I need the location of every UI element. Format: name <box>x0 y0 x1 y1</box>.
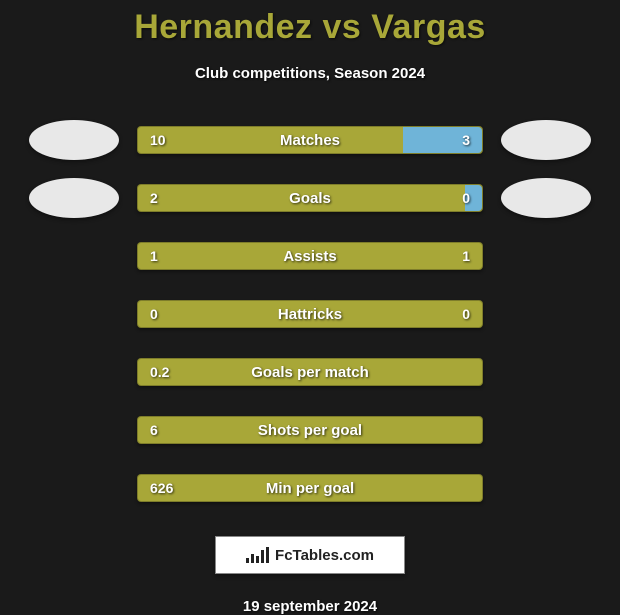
player-left-avatar <box>29 294 119 334</box>
stat-bar: 0.2Goals per match <box>137 358 483 386</box>
player-left-avatar <box>29 410 119 450</box>
stat-label: Shots per goal <box>138 417 482 443</box>
stat-label: Matches <box>138 127 482 153</box>
player-right-avatar <box>501 236 591 276</box>
chart-icon <box>246 547 269 563</box>
comparison-title: Hernandez vs Vargas <box>0 0 620 47</box>
stat-row: 10Matches3 <box>0 120 620 160</box>
stat-value-right: 1 <box>462 243 470 269</box>
stat-value-right: 3 <box>462 127 470 153</box>
player-right-avatar <box>501 178 591 218</box>
stat-label: Min per goal <box>138 475 482 501</box>
player-right-avatar <box>501 468 591 508</box>
stat-row: 0Hattricks0 <box>0 294 620 334</box>
stat-bar: 626Min per goal <box>137 474 483 502</box>
player-right-avatar <box>501 410 591 450</box>
stat-bar: 1Assists1 <box>137 242 483 270</box>
player-left-avatar <box>29 178 119 218</box>
player-right-avatar <box>501 352 591 392</box>
attribution-badge: FcTables.com <box>215 536 405 574</box>
stat-label: Goals <box>138 185 482 211</box>
player-left-avatar <box>29 120 119 160</box>
stat-row: 6Shots per goal <box>0 410 620 450</box>
stat-bar: 10Matches3 <box>137 126 483 154</box>
stat-row: 626Min per goal <box>0 468 620 508</box>
comparison-date: 19 september 2024 <box>0 598 620 615</box>
stat-row: 2Goals0 <box>0 178 620 218</box>
player-right-avatar <box>501 120 591 160</box>
stat-value-right: 0 <box>462 185 470 211</box>
stat-label: Hattricks <box>138 301 482 327</box>
stat-bar: 2Goals0 <box>137 184 483 212</box>
stat-row: 0.2Goals per match <box>0 352 620 392</box>
attribution-text: FcTables.com <box>275 547 374 564</box>
stat-label: Goals per match <box>138 359 482 385</box>
stat-bar: 0Hattricks0 <box>137 300 483 328</box>
player-left-avatar <box>29 352 119 392</box>
stat-label: Assists <box>138 243 482 269</box>
comparison-subtitle: Club competitions, Season 2024 <box>0 65 620 82</box>
stat-row: 1Assists1 <box>0 236 620 276</box>
player-left-avatar <box>29 236 119 276</box>
stats-container: 10Matches32Goals01Assists10Hattricks00.2… <box>0 120 620 508</box>
player-left-avatar <box>29 468 119 508</box>
player-right-avatar <box>501 294 591 334</box>
stat-value-right: 0 <box>462 301 470 327</box>
stat-bar: 6Shots per goal <box>137 416 483 444</box>
